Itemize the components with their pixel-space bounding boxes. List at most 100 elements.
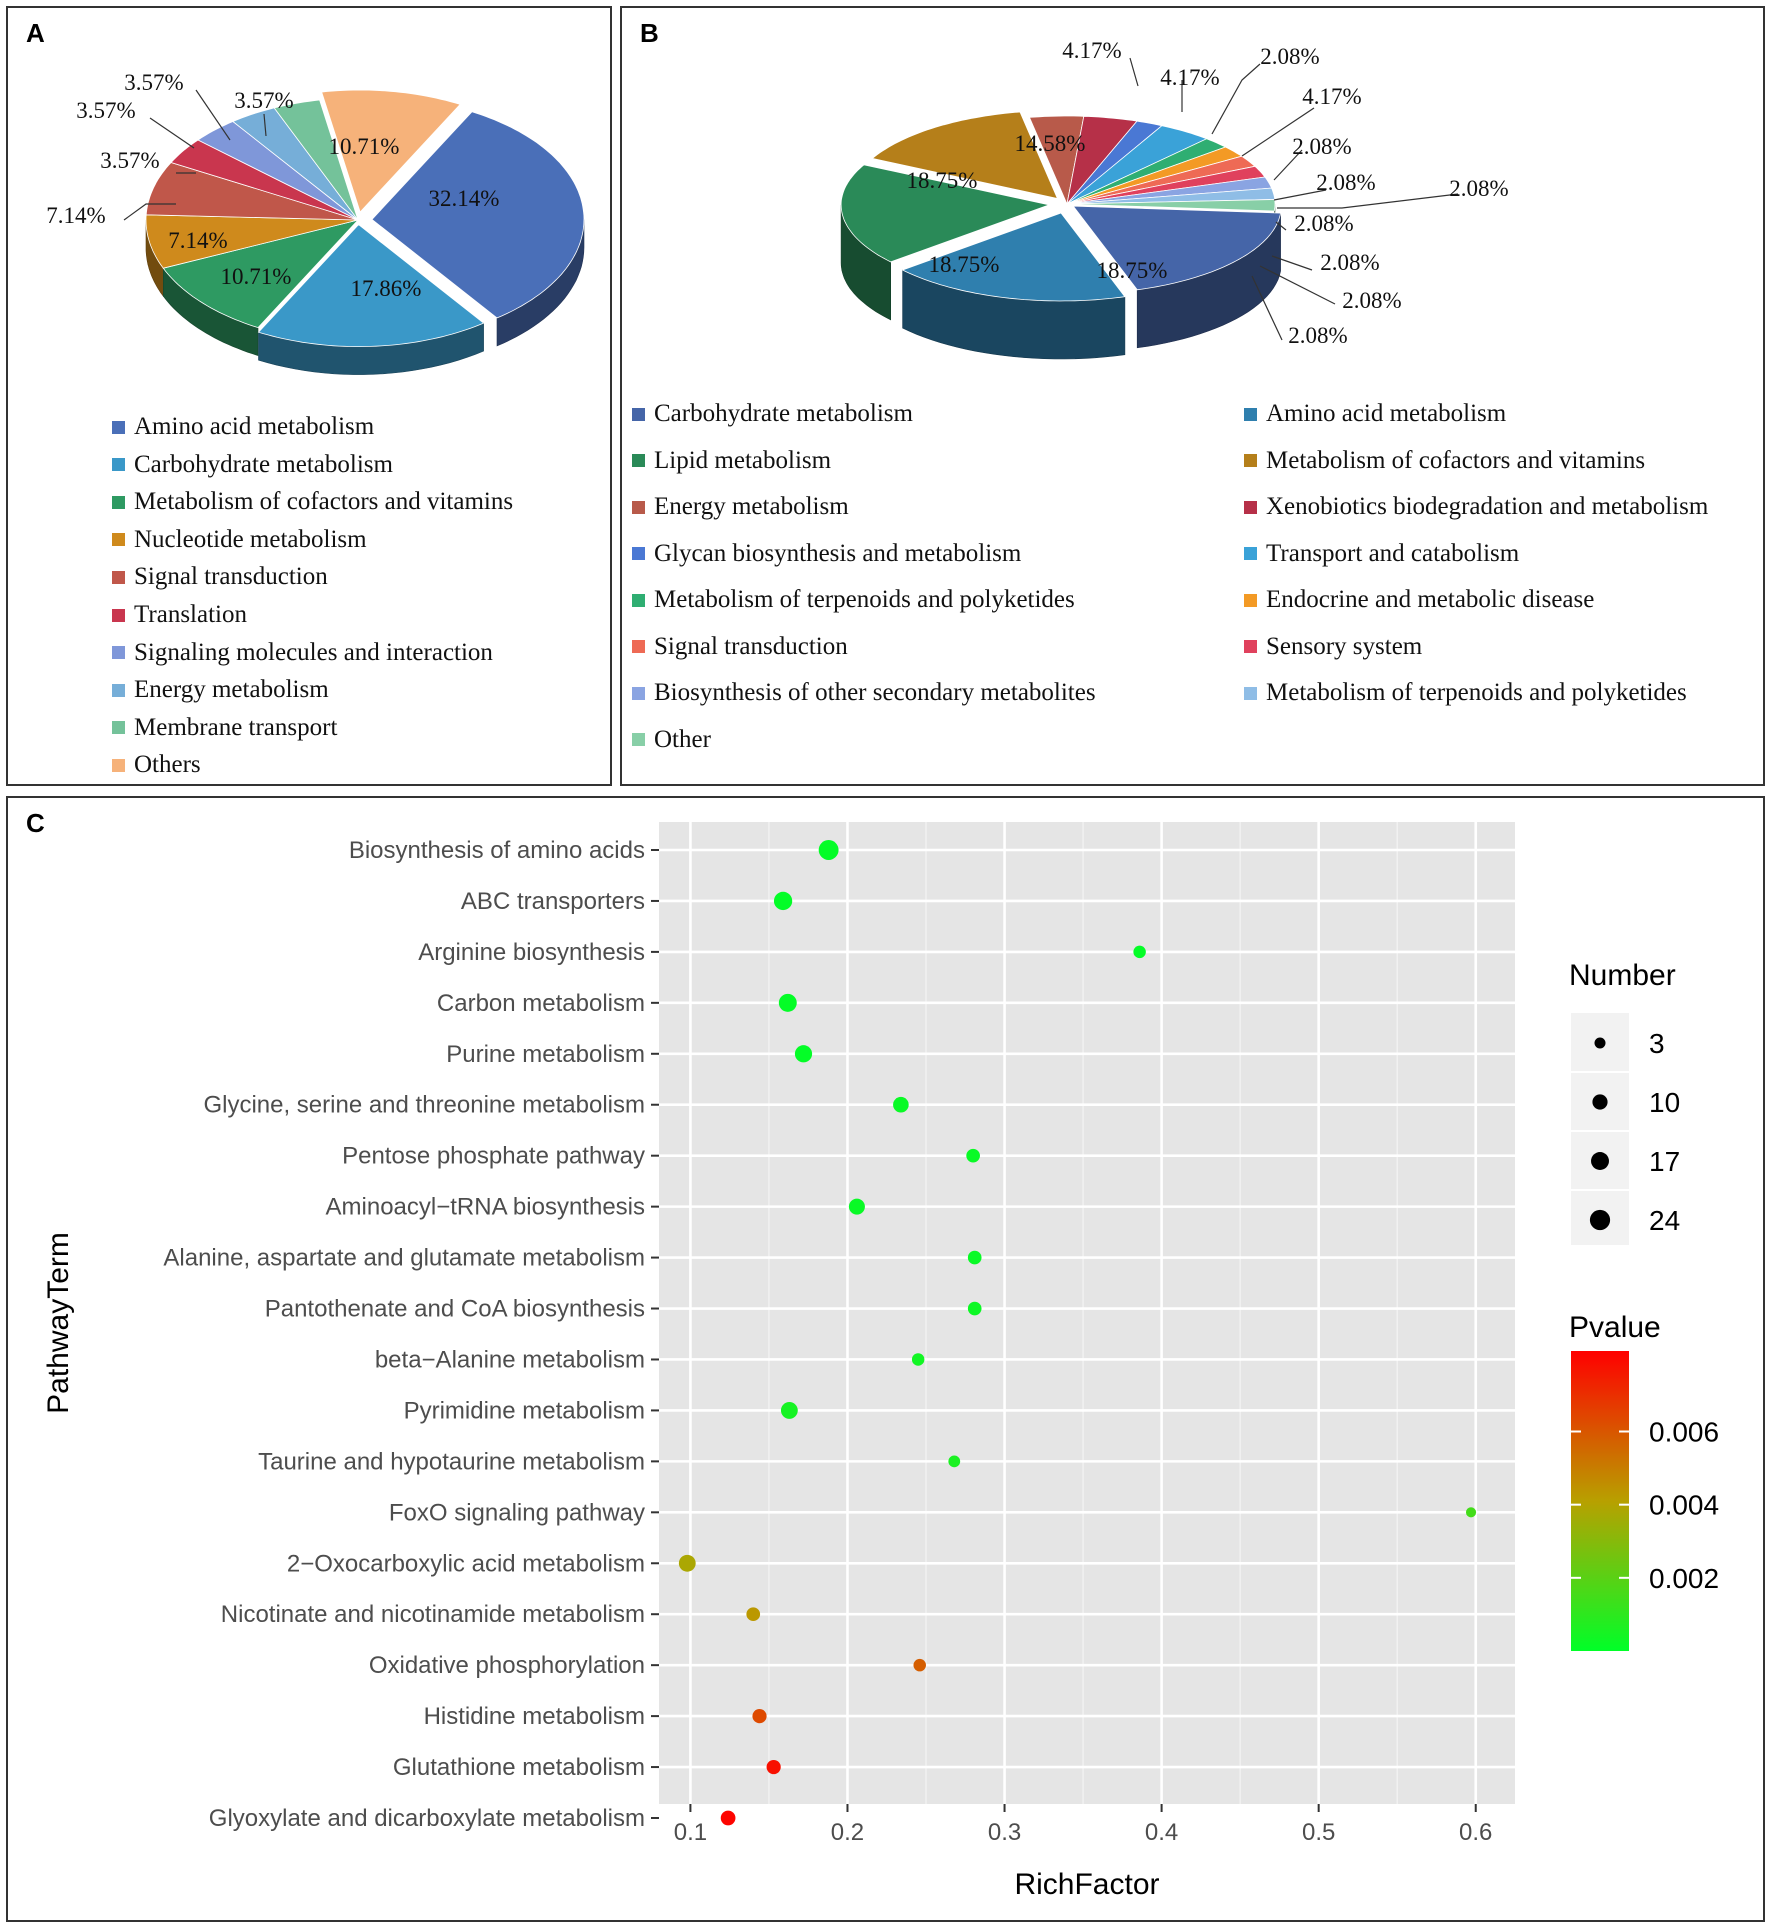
panel-c: C Biosynthesis of amino acids ABC transpo… <box>6 796 1765 1922</box>
legend-swatch <box>112 646 125 660</box>
pie-slice <box>170 139 359 221</box>
y-tick-label: Glutathione metabolism <box>393 1754 645 1781</box>
legend-item: Metabolism of cofactors and vitamins <box>1244 447 1645 475</box>
legend-item: Metabolism of cofactors and vitamins <box>112 488 513 516</box>
pie-leader-line <box>1273 149 1303 181</box>
legend-label: Metabolism of cofactors and vitamins <box>1266 446 1646 474</box>
y-tick-label: beta−Alanine metabolism <box>375 1346 645 1373</box>
data-point <box>766 1759 781 1775</box>
legend-label: Xenobiotics biodegradation and metabolis… <box>1266 493 1709 520</box>
y-tick-label: Purine metabolism <box>446 1041 645 1068</box>
legend-swatch <box>632 547 645 560</box>
y-tick-label: Pyrimidine metabolism <box>404 1397 645 1424</box>
data-point <box>893 1096 909 1113</box>
pie-data-label: 18.75% <box>929 252 1000 277</box>
size-legend-key <box>1592 1094 1608 1110</box>
legend-label: Endocrine and metabolic disease <box>1266 586 1595 613</box>
pie-slice <box>1066 120 1163 205</box>
data-point <box>780 1401 798 1419</box>
legend-label: Signaling molecules and interaction <box>134 638 493 666</box>
pie-slice <box>273 99 359 221</box>
pie-data-label: 2.08% <box>1294 211 1353 236</box>
data-point <box>911 1353 925 1366</box>
color-legend-label: 0.006 <box>1649 1416 1719 1447</box>
pie-data-label: 10.71% <box>329 134 400 159</box>
data-point <box>678 1554 696 1572</box>
color-legend-bar <box>1571 1351 1629 1651</box>
data-point <box>966 1148 980 1163</box>
pie-slice <box>321 89 461 213</box>
legend-item: Membrane transport <box>112 714 337 742</box>
data-point <box>818 840 839 860</box>
legend-item: Energy metabolism <box>112 676 329 704</box>
color-legend-label: 0.004 <box>1649 1490 1719 1521</box>
pie-data-label: 32.14% <box>429 186 500 211</box>
pie-data-label: 2.08% <box>1342 288 1401 313</box>
pie-data-label: 2.08% <box>1320 250 1379 275</box>
y-tick-label: 2−Oxocarboxylic acid metabolism <box>287 1550 645 1577</box>
size-legend-label: 3 <box>1649 1028 1665 1059</box>
size-legend-key <box>1594 1037 1606 1049</box>
pie-data-label: 7.14% <box>46 203 105 228</box>
legend-swatch <box>1244 640 1257 653</box>
pie-slice <box>1066 155 1256 205</box>
y-tick-label: FoxO signaling pathway <box>389 1499 645 1526</box>
size-legend-label: 24 <box>1649 1205 1680 1236</box>
legend-item: Signal transduction <box>632 633 848 661</box>
legend-label: Energy metabolism <box>134 676 329 704</box>
data-point <box>1465 1507 1477 1518</box>
y-tick-label: Pantothenate and CoA biosynthesis <box>265 1296 645 1323</box>
legend-label: Glycan biosynthesis and metabolism <box>654 539 1022 567</box>
data-point <box>913 1658 926 1672</box>
data-point <box>778 993 797 1012</box>
legend-swatch <box>1244 407 1257 421</box>
legend-swatch <box>112 758 125 772</box>
legend-swatch <box>112 495 125 509</box>
pie-leader-line <box>1251 275 1283 341</box>
pie-data-label: 4.17% <box>1160 65 1219 90</box>
legend-item: Carbohydrate metabolism <box>632 400 913 428</box>
pie-data-label: 14.58% <box>1015 131 1086 156</box>
y-tick-label: Glyoxylate and dicarboxylate metabolism <box>209 1805 645 1832</box>
pie-data-label: 4.17% <box>1062 38 1121 63</box>
legend-swatch <box>632 686 645 700</box>
panel-a: A 32.14% 17.86% 10.71% 7.14% 7.14% 3.57% 3.57%… <box>6 6 612 786</box>
x-axis-title: RichFactor <box>1014 1868 1159 1901</box>
legend-label: Others <box>134 751 201 779</box>
y-tick-label: Alanine, aspartate and glutamate metabol… <box>163 1245 645 1272</box>
pie-data-label: 7.14% <box>168 228 227 253</box>
legend-swatch <box>112 570 125 584</box>
data-point <box>752 1709 767 1724</box>
size-legend-title: Number <box>1569 959 1676 992</box>
plot-panel-background <box>659 822 1515 1804</box>
data-point <box>1133 945 1146 959</box>
legend-label: Sensory system <box>1266 632 1423 660</box>
data-point <box>794 1045 813 1063</box>
pie-leader-line <box>195 89 231 141</box>
data-point <box>746 1607 761 1622</box>
legend-item: Amino acid metabolism <box>1244 400 1506 428</box>
pie-slice <box>1066 138 1227 205</box>
x-tick-label: 0.3 <box>988 1819 1021 1846</box>
pie-slice <box>145 214 359 269</box>
legend-label: Amino acid metabolism <box>1266 400 1507 427</box>
legend-item: Others <box>112 751 201 779</box>
y-tick-label: Nicotinate and nicotinamide metabolism <box>221 1601 645 1628</box>
y-tick-label: Oxidative phosphorylation <box>369 1652 645 1679</box>
legend-item: Endocrine and metabolic disease <box>1244 586 1594 614</box>
legend-item: Signaling molecules and interaction <box>112 639 493 667</box>
pie-slice <box>162 219 360 329</box>
pie-slice <box>901 212 1126 302</box>
pie-slice <box>232 107 359 221</box>
legend-label: Carbohydrate metabolism <box>654 400 913 427</box>
y-tick-label: Arginine biosynthesis <box>418 939 645 966</box>
pie-leader-line <box>1259 265 1336 305</box>
pie-data-label: 18.75% <box>1097 258 1168 283</box>
legend-swatch <box>632 640 645 653</box>
x-tick-label: 0.6 <box>1459 1819 1492 1846</box>
legend-label: Membrane transport <box>134 713 338 741</box>
panel-label-b: B <box>640 18 659 48</box>
pie-leader-line <box>1275 221 1287 231</box>
legend-item: Glycan biosynthesis and metabolism <box>632 540 1021 568</box>
pie-slice <box>145 162 359 221</box>
